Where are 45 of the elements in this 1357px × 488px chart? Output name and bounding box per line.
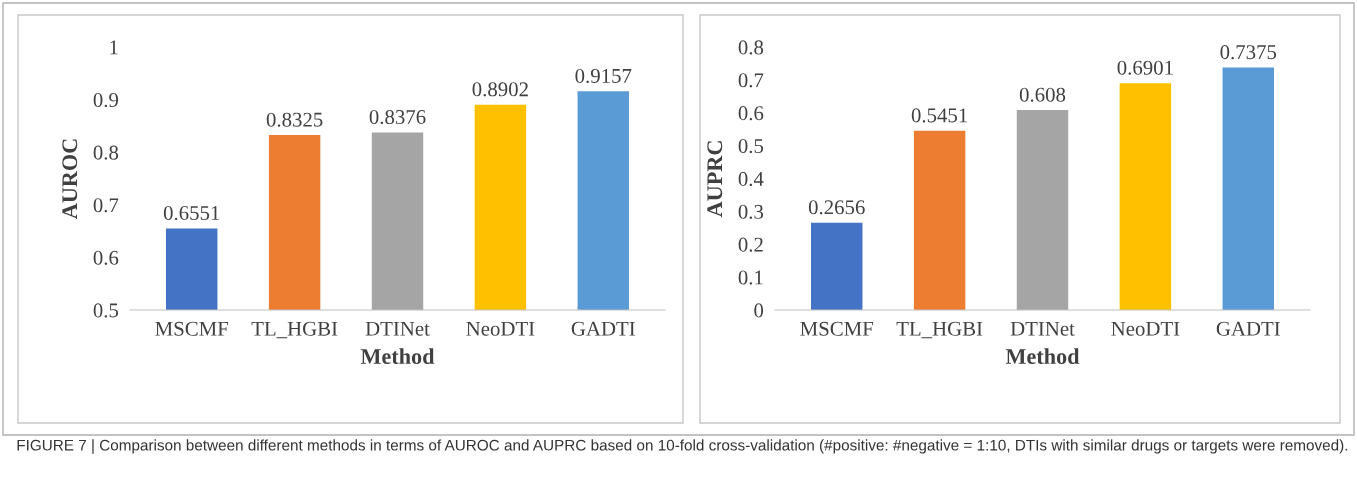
bar — [1222, 67, 1274, 310]
x-axis-title: Method — [1005, 348, 1080, 364]
data-label: 0.7375 — [1220, 45, 1277, 60]
y-tick-label: 0.1 — [738, 270, 763, 285]
data-label: 0.2656 — [808, 200, 865, 215]
y-tick-label: 0.7 — [738, 73, 764, 88]
y-tick-label: 0.3 — [738, 204, 764, 219]
data-label: 0.608 — [1019, 87, 1066, 102]
data-label: 0.9157 — [575, 68, 632, 84]
data-label: 0.5451 — [911, 108, 968, 123]
data-label: 0.8376 — [369, 109, 426, 125]
y-tick-label: 0.5 — [93, 303, 119, 318]
y-tick-label: 0.7 — [93, 198, 119, 213]
y-tick-label: 0 — [754, 303, 764, 318]
x-tick-label: DTINet — [1010, 321, 1075, 336]
y-tick-label: 0.6 — [738, 106, 764, 121]
x-tick-label: GADTI — [571, 321, 635, 336]
bar — [1016, 110, 1069, 310]
data-label: 0.6901 — [1117, 60, 1173, 75]
x-tick-label: MSCMF — [155, 321, 229, 336]
x-axis-title: Method — [360, 348, 435, 364]
data-label: 0.8902 — [472, 82, 528, 97]
y-tick-label: 0.6 — [93, 250, 119, 265]
x-tick-label: DTINet — [365, 321, 430, 336]
y-tick-label: 1 — [110, 40, 118, 55]
y-tick-label: 0.8 — [93, 145, 119, 160]
x-tick-label: GADTI — [1216, 321, 1280, 336]
data-label: 0.6551 — [163, 205, 220, 221]
y-tick-label: 0.2 — [738, 237, 763, 252]
data-label: 0.8325 — [266, 112, 323, 127]
y-tick-label: 0.4 — [738, 171, 764, 187]
caption: FIGURE 7 | Comparison between different methods in terms of AUROC and AUPRC based on 10-fold cross-validation (#positive: #negative = 1:10, DTIs with similar drugs or targets were removed). — [17, 439, 1348, 454]
y-tick-label: 0.8 — [738, 40, 764, 55]
y-axis-title: AUPRC — [707, 141, 723, 218]
x-tick-label: TL_HGBI — [251, 321, 338, 339]
x-tick-label: NeoDTI — [1111, 321, 1180, 336]
x-tick-label: MSCMF — [800, 321, 874, 336]
y-tick-label: 0.9 — [93, 92, 119, 108]
bar — [913, 130, 966, 310]
x-tick-label: NeoDTI — [466, 321, 535, 336]
y-axis-title: AUROC — [62, 139, 78, 220]
bar — [1119, 83, 1172, 310]
x-tick-label: TL_HGBI — [896, 321, 983, 339]
y-tick-label: 0.5 — [738, 139, 764, 154]
bar — [811, 222, 863, 310]
